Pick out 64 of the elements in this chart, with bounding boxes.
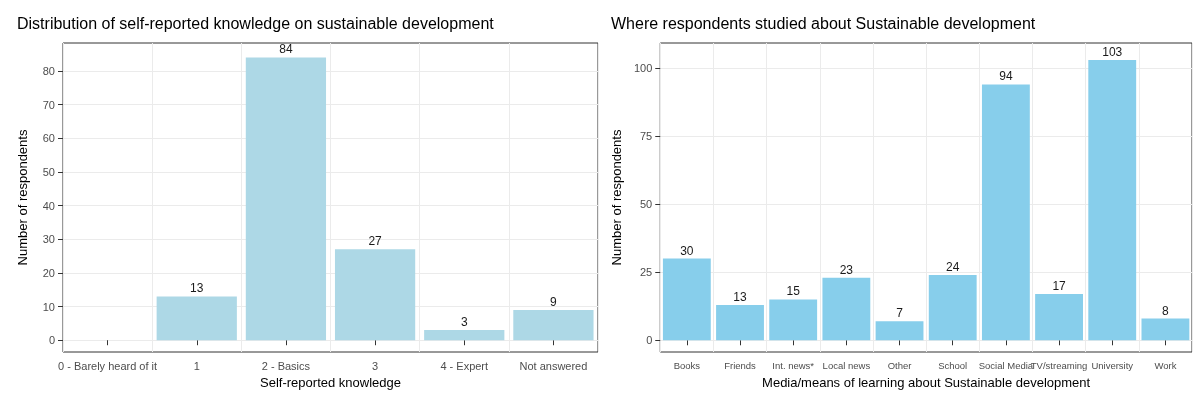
data-label: 103 [1102,44,1123,59]
x-tick-label: Other [887,359,912,371]
data-label: 24 [946,259,960,274]
x-axis-title: Self-reported knowledge [260,375,401,390]
x-tick-label: University [1091,359,1134,371]
data-label: 15 [786,284,801,299]
bar [928,274,977,341]
y-tick-label: 60 [42,132,55,145]
data-label: 3 [460,315,468,330]
x-tick-label: Not answered [519,359,588,372]
data-label: 13 [190,281,204,296]
x-tick-label: Books [673,359,701,371]
data-label: 27 [368,234,383,249]
bar [875,321,924,341]
y-tick-label: 75 [640,130,653,143]
y-tick-label: 30 [42,233,55,246]
y-axis-title: Number of respondents [609,129,624,266]
bar [1035,294,1083,341]
bar [513,309,594,341]
bar [1088,59,1137,341]
y-tick-label: 25 [640,266,653,279]
data-label: 30 [680,243,694,258]
y-tick-label: 50 [42,165,55,178]
y-tick-label: 40 [42,199,55,212]
data-label: 17 [1052,279,1067,294]
bar [334,249,416,341]
chart-title: Distribution of self-reported knowledge on sustainable development [17,14,495,32]
bar [245,57,327,341]
y-axis-title: Number of respondents [15,129,30,266]
x-tick-label: 1 [193,359,200,372]
data-label: 8 [1162,303,1170,318]
bar [156,296,237,341]
y-tick-label: 50 [640,198,653,211]
x-tick-label: School [938,359,968,371]
x-tick-label: 3 [372,359,379,372]
bar [662,258,711,341]
x-axis-title: Media/means of learning about Sustainable development [762,375,1091,390]
y-tick-label: 0 [48,334,55,347]
x-tick-label: Work [1154,359,1177,371]
y-tick-label: 80 [42,64,55,77]
y-tick-label: 100 [633,62,653,75]
x-tick-label: Local news [822,359,871,371]
y-tick-label: 20 [42,266,55,279]
x-tick-label: 0 - Barely heard of it [58,359,158,372]
data-label: 7 [896,306,904,321]
data-label: 9 [550,294,558,309]
data-label: 94 [999,69,1013,84]
chart-title: Where respondents studied about Sustainable development [611,14,1036,32]
bar [769,299,818,341]
x-tick-label: Int. news* [772,359,815,371]
x-tick-label: 2 - Basics [261,359,311,372]
x-tick-label: 4 - Expert [440,359,489,372]
data-label: 84 [279,42,293,57]
data-label: 23 [839,262,854,277]
bar [1141,318,1190,341]
data-label: 13 [733,289,748,304]
x-tick-label: Friends [724,359,757,371]
y-tick-label: 10 [42,300,55,313]
bar [822,277,871,341]
bar [424,330,505,341]
bar [981,84,1030,341]
bar [716,304,764,341]
y-tick-label: 0 [646,334,653,347]
y-tick-label: 70 [42,98,55,111]
